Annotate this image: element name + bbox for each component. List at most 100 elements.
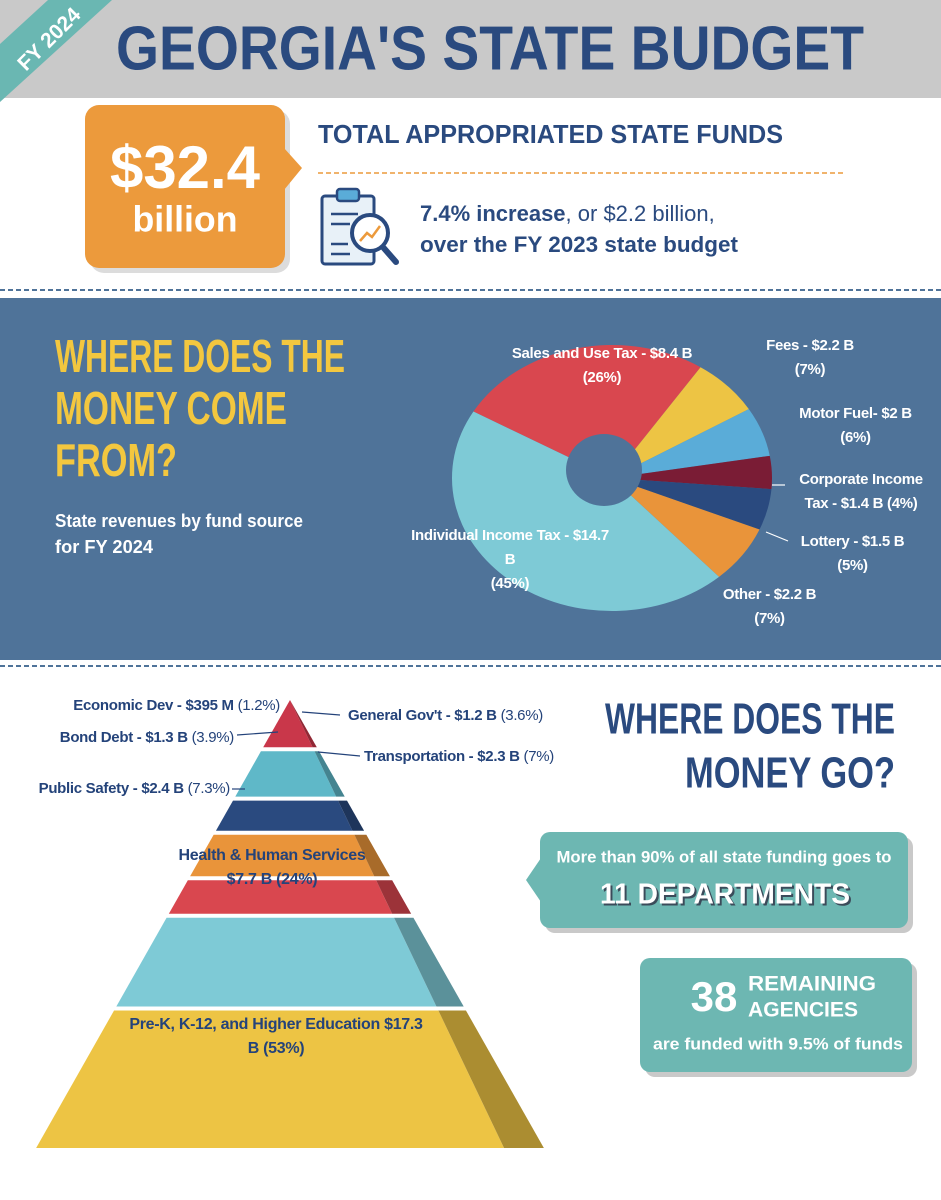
departments-highlight: 11 DEPARTMENTS (600, 879, 850, 911)
pyramid-layer (168, 880, 393, 914)
pyramid-layer-side (290, 700, 317, 748)
sources-subtitle: for FY 2024 (55, 537, 153, 557)
value-label: (26%) (582, 369, 622, 386)
increase-line: 7.4% increase, or $2.2 billion, (420, 201, 715, 226)
report-icon (320, 187, 399, 266)
badge-band (0, 0, 112, 102)
departments-text: More than 90% of all state funding goes … (557, 847, 892, 866)
category: Fees - $2.2 B (766, 337, 854, 354)
agencies-box (640, 958, 912, 1072)
pie-label: Individual Income Tax - $14.7 B (45%) (405, 524, 615, 596)
pie-hole (566, 434, 642, 506)
pyramid-layer-side (354, 834, 390, 877)
category: Other - $2.2 B (722, 586, 817, 603)
pie-label: Corporate Income Tax - $1.4 B (4%) (786, 468, 936, 516)
category: Transportation - $2.3 B (364, 748, 520, 765)
box-pointer (284, 148, 302, 190)
agencies-number: 38 (691, 973, 738, 1020)
pyramid-layer-side (338, 800, 365, 831)
category: Bond Debt - $1.3 B (59, 729, 188, 746)
category: Economic Dev - $395 M (73, 697, 234, 714)
value-label: (3.6%) (500, 707, 544, 724)
value-label: (7%) (523, 748, 555, 765)
increase-bold: 7.4% increase (420, 201, 566, 226)
category: Corporate Income Tax - $1.4 B (799, 471, 923, 512)
value-label: (7.3%) (187, 780, 231, 797)
pyramid-label: Economic Dev - $395 M (1.2%) (73, 694, 280, 718)
increase-rest: , or $2.2 billion, (566, 201, 715, 226)
pyramid-layer-side (314, 751, 345, 797)
pyramid-layer-side (438, 1010, 544, 1148)
value-label: (3.9%) (191, 729, 235, 746)
pyramid-label: Pre-K, K-12, and Higher Education $17.3 … (126, 1013, 426, 1061)
sources-heading: MONEY COME (55, 382, 287, 434)
pie-slice (612, 409, 770, 478)
pyramid-label: Public Safety - $2.4 B (7.3%) (38, 777, 231, 801)
category: General Gov't - $1.2 B (348, 707, 497, 724)
value-label: (53%) (263, 1040, 305, 1057)
pie-label: Other - $2.2 B (7%) (712, 583, 827, 631)
pyramid-layer (190, 834, 375, 877)
sources-subtitle: State revenues by fund source (55, 511, 303, 531)
pie-slice (612, 478, 760, 577)
pie-slice (612, 367, 749, 478)
spending-heading: MONEY GO? (685, 749, 895, 798)
agencies-text: are funded with 9.5% of funds (653, 1034, 903, 1053)
pie-slice (451, 411, 720, 611)
pyramid-layer (215, 800, 353, 831)
category: Pre-K, K-12, and Higher Education $17.3 … (129, 1016, 423, 1057)
pie-label: Fees - $2.2 B (7%) (750, 334, 870, 382)
total-unit: billion (133, 199, 238, 240)
title: GEORGIA'S STATE BUDGET (116, 14, 864, 83)
total-heading: TOTAL APPROPRIATED STATE FUNDS (318, 119, 783, 149)
category: Motor Fuel- $2 B (799, 405, 912, 422)
value-label: (7%) (754, 610, 785, 627)
value-label: (7%) (794, 361, 826, 378)
category: Sales and Use Tax - $8.4 B (511, 345, 693, 362)
text-shadow: 11 DEPARTMENTS (602, 881, 852, 913)
pie-slice (612, 455, 772, 490)
departments-box (540, 832, 908, 928)
sources-heading: FROM? (55, 434, 177, 486)
pyramid-layer (36, 1010, 505, 1148)
box-pointer (526, 858, 541, 902)
pyramid-label: Health & Human Services $7.7 B (24%) (172, 844, 372, 892)
category: Health & Human Services $7.7 B (178, 847, 366, 888)
category: Individual Income Tax - $14.7 B (411, 527, 609, 568)
value-label: (45%) (490, 575, 530, 592)
sources-heading: WHERE DOES THE (55, 330, 345, 382)
pyramid-layer-side (394, 917, 464, 1007)
value-label: (4%) (887, 495, 918, 512)
increase-line2: over the FY 2023 state budget (420, 232, 739, 257)
category: Public Safety - $2.4 B (38, 780, 184, 797)
header-bar (0, 0, 941, 98)
pyramid-layer (263, 700, 313, 748)
total-box (85, 105, 285, 268)
pie-label: Motor Fuel- $2 B (6%) (788, 402, 923, 450)
pyramid-layer (116, 917, 437, 1007)
value-label: (5%) (837, 557, 868, 574)
agencies-word: AGENCIES (748, 999, 858, 1022)
value-label: (1.2%) (237, 697, 281, 714)
total-amount: $32.4 (110, 134, 261, 201)
spending-heading: WHERE DOES THE (605, 695, 895, 744)
pyramid-label: Bond Debt - $1.3 B (3.9%) (59, 726, 235, 750)
revenue-pie (451, 345, 772, 611)
pyramid-layer-side (376, 880, 412, 914)
value-label: (6%) (840, 429, 871, 446)
pie-label: Sales and Use Tax - $8.4 B (26%) (492, 342, 712, 390)
pyramid-layer (235, 751, 337, 797)
spending-pyramid (36, 700, 544, 1148)
leader-lines (765, 484, 789, 542)
category: Lottery - $1.5 B (800, 533, 905, 550)
pyramid-label: Transportation - $2.3 B (7%) (364, 745, 554, 769)
pyramid-label: General Gov't - $1.2 B (3.6%) (348, 704, 543, 728)
pie-label: Lottery - $1.5 B (5%) (790, 530, 915, 578)
leader-lines (232, 711, 361, 790)
pie-slice (473, 345, 701, 478)
agencies-word: REMAINING (748, 973, 876, 996)
value-label: (24%) (276, 871, 318, 888)
pie-slice (612, 478, 772, 530)
